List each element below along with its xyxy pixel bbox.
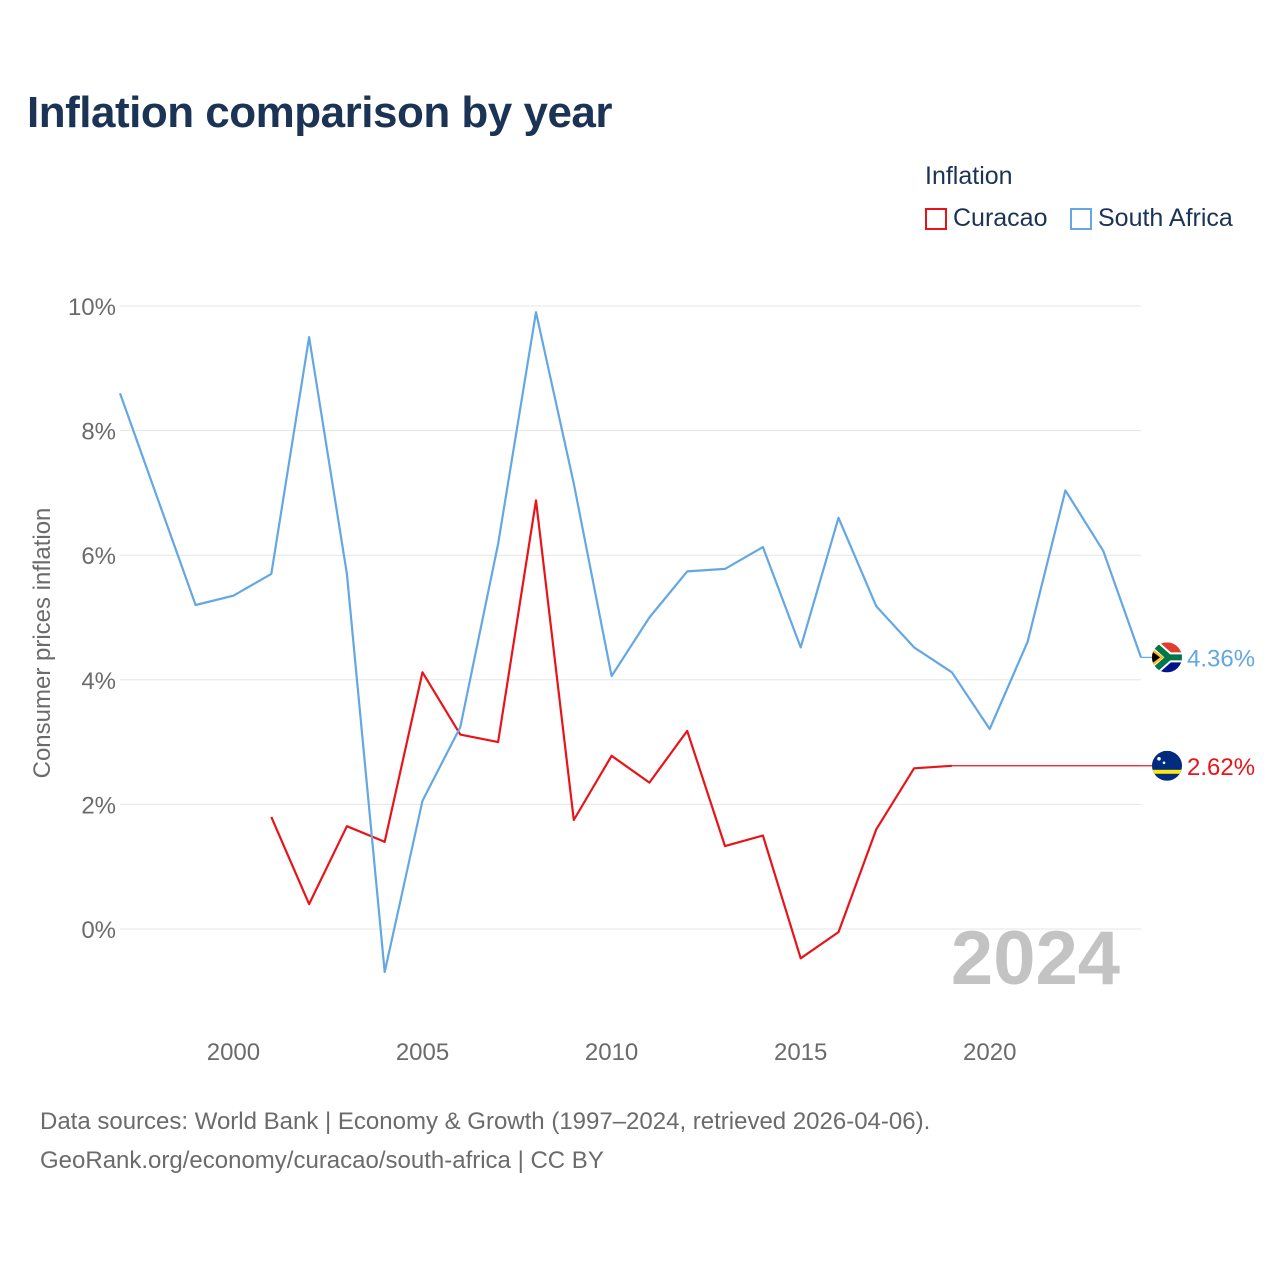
inflation-line-chart: 0%2%4%6%8%10% 2000 2005 2010 2015 2020 2024 … (29, 294, 1255, 1066)
y-tick-label: 8% (81, 419, 116, 446)
y-tick-label: 6% (81, 543, 116, 570)
legend-item-curacao[interactable]: Curacao (925, 204, 1048, 233)
year-watermark: 2024 (951, 916, 1120, 1001)
legend-item-south-africa[interactable]: South Africa (1070, 204, 1233, 233)
y-axis-label: Consumer prices inflation (29, 508, 56, 779)
end-value-label-curacao: 2.62% (1187, 754, 1255, 781)
x-tick-label: 2015 (774, 1039, 827, 1066)
series-line-curacao[interactable] (270, 499, 952, 960)
y-tick-label: 0% (81, 917, 116, 944)
legend-title: Inflation (925, 162, 1013, 190)
chart-title: Inflation comparison by year (27, 88, 613, 137)
legend-label-south-africa: South Africa (1098, 204, 1233, 232)
curacao-flag-icon (1152, 750, 1182, 781)
y-tick-label: 2% (81, 792, 116, 819)
y-tick-label: 4% (81, 668, 116, 695)
x-tick-label: 2005 (396, 1039, 449, 1066)
y-tick-label: 10% (68, 294, 116, 321)
legend-swatch-curacao (925, 207, 947, 230)
south-africa-flag-icon (1152, 642, 1182, 673)
x-tick-label: 2000 (207, 1039, 260, 1066)
x-tick-label: 2020 (963, 1039, 1016, 1066)
source-line-1: Data sources: World Bank | Economy & Gro… (40, 1108, 931, 1135)
series-line-south-africa[interactable] (118, 311, 1143, 974)
legend-swatch-south-africa (1070, 207, 1092, 230)
x-tick-label: 2010 (585, 1039, 638, 1066)
end-value-label-south-africa: 4.36% (1187, 645, 1255, 672)
legend-label-curacao: Curacao (953, 204, 1048, 232)
source-line-2: GeoRank.org/economy/curacao/south-africa… (40, 1147, 604, 1174)
